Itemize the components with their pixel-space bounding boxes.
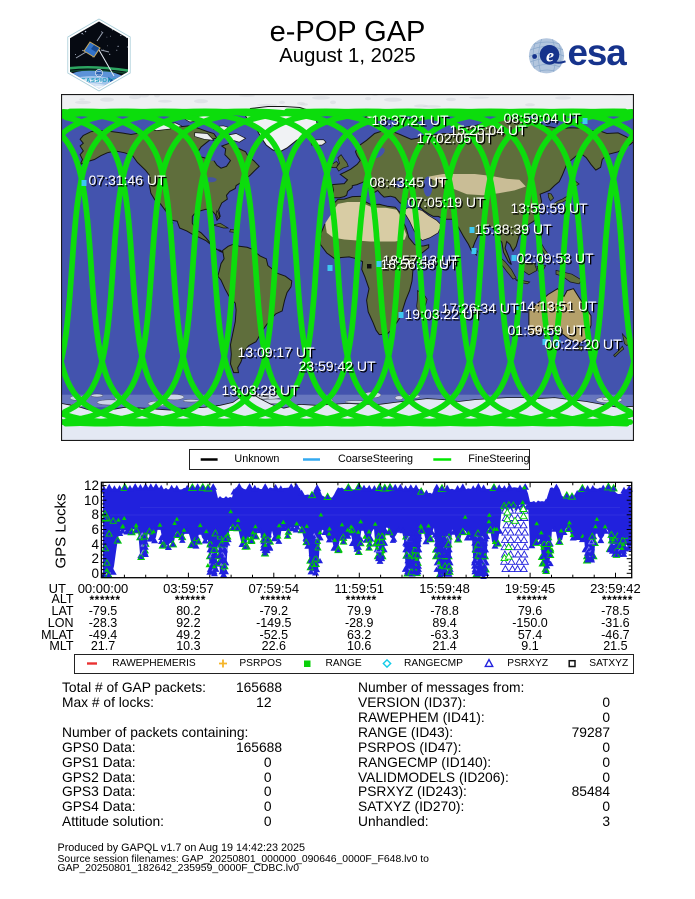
svg-text:CASSIOPE: CASSIOPE [81,78,117,84]
svg-text:e: e [546,46,554,66]
svg-text:esa: esa [568,36,628,73]
